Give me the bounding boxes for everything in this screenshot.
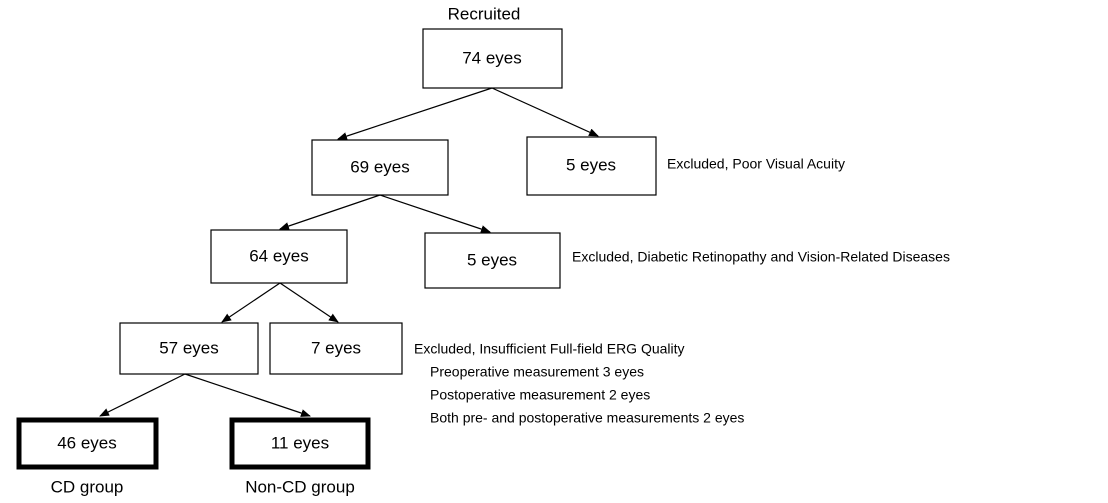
exclusion-note: Excluded, Insufficient Full-field ERG Qu… — [414, 341, 685, 357]
node-label: 57 eyes — [159, 338, 219, 357]
node-box — [422, 28, 563, 89]
node-label: 7 eyes — [311, 338, 361, 357]
arrow — [379, 194, 491, 233]
top-label: Recruited — [448, 4, 521, 23]
node-label: 74 eyes — [462, 48, 522, 67]
exclusion-note: Excluded, Poor Visual Acuity — [667, 156, 845, 172]
node-label: 69 eyes — [350, 157, 410, 176]
exclusion-detail: Postoperative measurement 2 eyes — [430, 387, 650, 403]
arrow — [184, 373, 311, 417]
node-label: 5 eyes — [467, 250, 517, 269]
group-label: Non-CD group — [245, 477, 355, 496]
exclusion-note: Excluded, Diabetic Retinopathy and Visio… — [572, 249, 950, 265]
node-box — [526, 136, 657, 196]
node-label: 64 eyes — [249, 246, 309, 265]
node-box — [210, 229, 348, 284]
group-label: CD group — [51, 477, 124, 496]
node-label: 11 eyes — [271, 433, 329, 452]
exclusion-detail: Preoperative measurement 3 eyes — [430, 364, 644, 380]
node-box — [424, 232, 561, 289]
node-label: 5 eyes — [566, 155, 616, 174]
node-label: 46 eyes — [57, 433, 117, 452]
arrow — [337, 87, 493, 140]
group-box — [16, 417, 159, 470]
exclusion-detail: Both pre- and postoperative measurements… — [430, 410, 744, 426]
arrow — [279, 194, 381, 230]
arrow — [221, 282, 281, 323]
group-box — [229, 417, 371, 470]
arrow — [99, 373, 186, 417]
arrow — [491, 87, 599, 137]
node-box — [269, 322, 403, 375]
arrow — [279, 282, 339, 323]
node-box — [119, 322, 259, 375]
node-box — [311, 139, 449, 196]
